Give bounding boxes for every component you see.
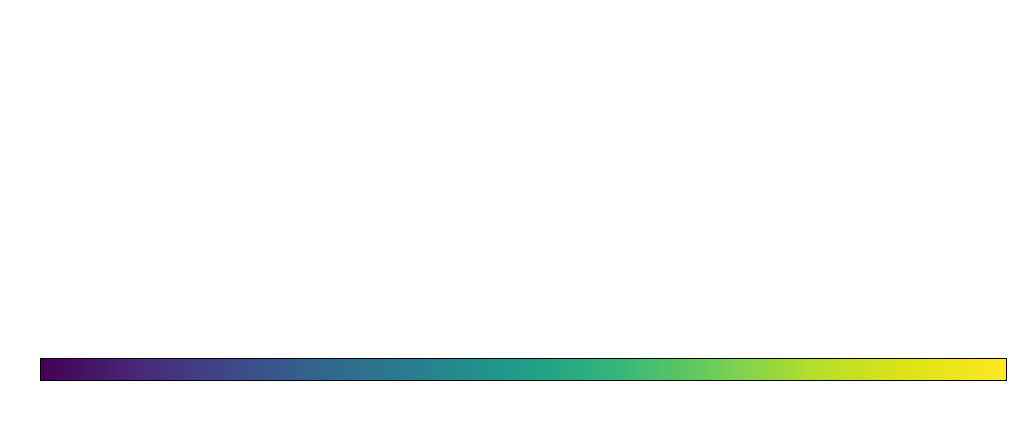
colorbar xyxy=(40,358,1007,381)
